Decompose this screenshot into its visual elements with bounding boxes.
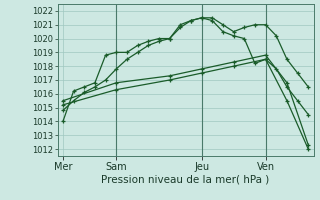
X-axis label: Pression niveau de la mer( hPa ): Pression niveau de la mer( hPa ) <box>101 174 270 184</box>
